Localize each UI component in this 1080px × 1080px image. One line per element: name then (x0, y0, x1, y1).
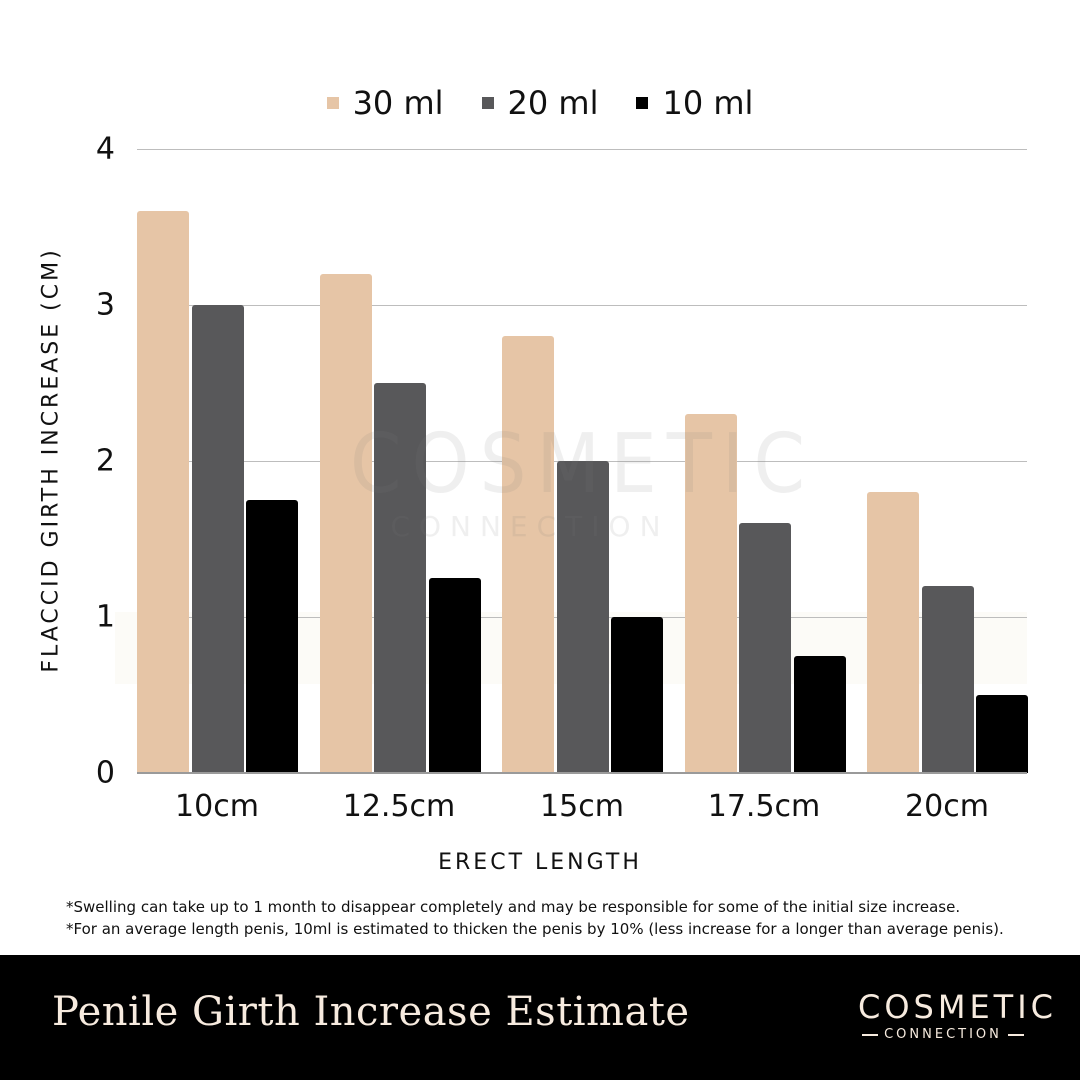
chart-title: Penile Girth Increase Estimate (52, 989, 690, 1035)
bar-20cm-30ml (867, 492, 919, 773)
legend-item-30ml: 30 ml (326, 84, 444, 122)
legend-item-20ml: 20 ml (481, 84, 599, 122)
logo-subline: CONNECTION (858, 1025, 1028, 1045)
x-tick-15cm: 15cm (540, 789, 624, 824)
y-tick-3: 3 (95, 287, 115, 323)
footnote-average-length: *For an average length penis, 10ml is es… (66, 920, 1004, 938)
bar-20cm-10ml (976, 695, 1028, 773)
legend-label: 10 ml (662, 84, 754, 122)
dash-icon (862, 1034, 879, 1036)
x-tick-10cm: 10cm (175, 789, 259, 824)
legend-label: 20 ml (507, 84, 599, 122)
footnote-swelling: *Swelling can take up to 1 month to disa… (66, 898, 961, 916)
gridline-4 (137, 149, 1027, 150)
bar-10cm-30ml (137, 211, 189, 773)
logo-subtitle: CONNECTION (884, 1027, 1002, 1042)
bar-17-5cm-30ml (684, 414, 737, 773)
y-tick-0: 0 (95, 755, 115, 791)
y-tick-1: 1 (95, 599, 115, 635)
bar-10cm-20ml (191, 305, 244, 773)
y-tick-4: 4 (95, 131, 115, 167)
legend-item-10ml: 10 ml (636, 84, 753, 122)
bar-15cm-10ml (611, 617, 663, 773)
y-tick-2: 2 (95, 443, 115, 479)
x-axis-label: ERECT LENGTH (438, 850, 642, 875)
bar-12-5cm-20ml (374, 383, 426, 773)
legend-swatch-30ml (326, 97, 339, 109)
bar-10cm-10ml (246, 500, 298, 773)
legend-label: 30 ml (352, 84, 444, 122)
x-tick-17-5cm: 17.5cm (707, 789, 821, 824)
bar-17-5cm-10ml (793, 656, 846, 773)
bar-17-5cm-20ml (739, 523, 791, 773)
bar-15cm-30ml (502, 336, 554, 773)
dash-icon (1007, 1034, 1024, 1036)
plot-area: 4 3 2 1 0 10cm 12.5cm 15cm 17.5cm 20cm (96, 132, 1028, 824)
bar-12-5cm-30ml (319, 273, 372, 773)
chart-legend: 30 ml 20 ml 10 ml (0, 84, 1080, 122)
bar-15cm-20ml (556, 461, 609, 773)
bar-20cm-20ml (921, 585, 974, 773)
y-axis-label: FLACCID GIRTH INCREASE (CM) (38, 247, 64, 673)
legend-swatch-20ml (481, 97, 494, 109)
logo-wordmark: COSMETIC (858, 988, 1057, 1026)
bar-12-5cm-10ml (428, 578, 481, 773)
footer-banner: Penile Girth Increase Estimate COSMETIC … (0, 955, 1080, 1080)
footnotes: *Swelling can take up to 1 month to disa… (66, 896, 1004, 940)
brand-logo: COSMETIC CONNECTION (858, 988, 1057, 1045)
x-tick-12-5cm: 12.5cm (342, 789, 456, 824)
gridline-3 (137, 305, 1027, 306)
legend-swatch-10ml (636, 97, 649, 109)
x-tick-20cm: 20cm (905, 789, 989, 824)
x-axis-line (137, 772, 1027, 774)
